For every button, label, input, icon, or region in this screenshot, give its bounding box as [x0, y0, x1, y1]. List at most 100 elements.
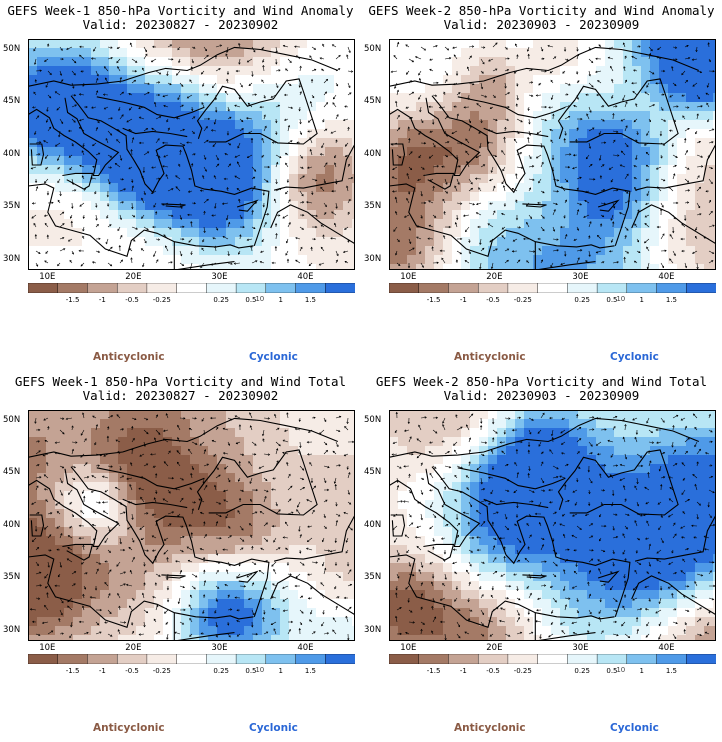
vorticity-cell: [37, 410, 47, 420]
wind-arrowhead: [424, 201, 427, 205]
vorticity-cell: [208, 527, 218, 537]
wind-vector: [504, 259, 509, 264]
vorticity-cell: [524, 165, 534, 175]
vorticity-cell: [235, 129, 245, 139]
vorticity-cell: [298, 428, 308, 438]
wind-arrowhead: [210, 187, 213, 191]
vorticity-cell: [578, 210, 588, 220]
vorticity-cell: [82, 66, 92, 76]
wind-vector: [275, 46, 278, 53]
vorticity-cell: [109, 428, 119, 438]
vorticity-cell: [713, 111, 716, 121]
wind-arrowhead: [254, 93, 257, 96]
vorticity-cell: [352, 473, 355, 483]
wind-vector: [179, 104, 184, 108]
vorticity-cell: [163, 93, 173, 103]
wind-arrowhead: [347, 126, 350, 130]
wind-arrowhead: [474, 177, 478, 180]
wind-arrowhead: [673, 253, 676, 256]
wind-arrowhead: [162, 141, 165, 145]
vorticity-cell: [407, 174, 417, 184]
wind-vector: [476, 212, 482, 216]
vorticity-cell: [190, 419, 200, 429]
vorticity-cell: [352, 246, 355, 256]
vorticity-cell: [244, 237, 254, 247]
wind-vector: [408, 238, 411, 244]
wind-vector: [107, 154, 112, 158]
wind-arrowhead: [289, 60, 292, 63]
vorticity-cell: [145, 428, 155, 438]
wind-vector: [59, 223, 65, 228]
vorticity-cell: [82, 48, 92, 58]
vorticity-cell: [163, 120, 173, 130]
vorticity-cell: [145, 473, 155, 483]
wind-vector: [248, 82, 253, 86]
wind-arrowhead: [419, 110, 422, 113]
wind-vector: [105, 238, 109, 244]
vorticity-cell: [82, 192, 92, 202]
vorticity-cell: [389, 192, 399, 202]
wind-vector: [456, 178, 460, 185]
wind-arrowhead: [466, 160, 469, 164]
vorticity-cell: [100, 473, 110, 483]
wind-vector: [444, 178, 448, 185]
wind-arrowhead: [240, 216, 243, 220]
wind-arrowhead: [163, 234, 166, 237]
vorticity-cell: [659, 255, 669, 265]
vorticity-cell: [560, 39, 570, 49]
vorticity-cell: [334, 527, 344, 537]
vorticity-cell: [262, 102, 272, 112]
vorticity-cell: [695, 246, 705, 256]
vorticity-cell: [73, 590, 83, 600]
wind-arrowhead: [466, 66, 470, 69]
vorticity-cell: [217, 590, 227, 600]
vorticity-cell: [325, 545, 335, 555]
wind-arrowhead: [31, 216, 34, 219]
vorticity-cell: [461, 246, 471, 256]
wind-arrowhead: [108, 182, 111, 185]
wind-arrowhead: [502, 185, 506, 188]
vorticity-cell: [325, 39, 335, 49]
wind-vector: [623, 66, 626, 72]
vorticity-cell: [145, 500, 155, 510]
vorticity-cell: [659, 210, 669, 220]
wind-arrowhead: [57, 263, 60, 267]
vorticity-cell: [64, 165, 74, 175]
vorticity-cell: [118, 482, 128, 492]
wind-arrowhead: [67, 129, 71, 133]
wind-arrowhead: [158, 177, 161, 180]
vorticity-cell: [109, 246, 119, 256]
vorticity-cell: [289, 165, 299, 175]
wind-vector: [501, 178, 506, 184]
vorticity-cell: [650, 120, 660, 130]
vorticity-cell: [127, 156, 137, 166]
wind-arrowhead: [591, 60, 594, 64]
coastline: [122, 127, 188, 138]
vorticity-cell: [100, 246, 110, 256]
vorticity-cell: [217, 617, 227, 627]
vorticity-cell: [55, 563, 65, 573]
vorticity-cell: [470, 210, 480, 220]
wind-vector: [213, 175, 217, 180]
wind-arrowhead: [73, 73, 76, 76]
vorticity-cell: [407, 120, 417, 130]
wind-arrowhead: [238, 97, 241, 100]
wind-vector: [416, 226, 422, 228]
wind-arrowhead: [309, 101, 313, 104]
vorticity-cell: [316, 536, 326, 546]
vorticity-cell: [154, 57, 164, 67]
wind-arrowhead: [285, 241, 289, 244]
vorticity-cell: [217, 410, 227, 420]
wind-vector: [311, 178, 317, 181]
wind-vector: [119, 259, 123, 264]
vorticity-cell: [217, 183, 227, 193]
panel-title-text: GEFS Week-1 850-hPa Vorticity and Wind A…: [7, 3, 354, 18]
wind-arrowhead: [72, 86, 75, 89]
vorticity-cell: [389, 102, 399, 112]
vorticity-cell: [37, 111, 47, 121]
wind-arrowhead: [138, 141, 142, 145]
wind-arrowhead: [710, 210, 713, 214]
vorticity-cell: [307, 599, 317, 609]
wind-arrowhead: [469, 125, 472, 128]
wind-vector: [333, 94, 337, 100]
